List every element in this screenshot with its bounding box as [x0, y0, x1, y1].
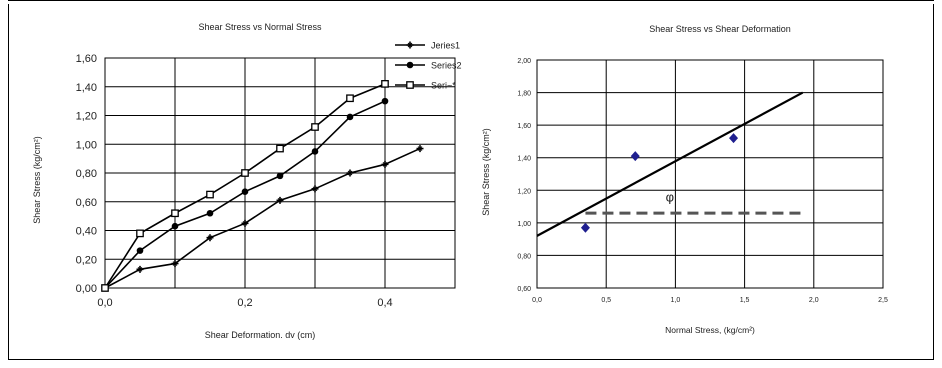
chart1-point: [311, 185, 319, 193]
chart1-point: [311, 123, 319, 131]
chart1-y-tick-label: 1,20: [76, 111, 97, 123]
chart2-phi-annotation: φ: [666, 190, 674, 205]
chart1-x-tick-label: 0,4: [377, 297, 392, 309]
chart1-point: [206, 209, 214, 217]
chart1-point: [276, 196, 284, 204]
chart2-y-tick-label: 0,60: [517, 286, 531, 293]
chart1-point: [346, 113, 354, 121]
chart2-data-point: [630, 151, 640, 162]
chart1-y-tick-label: 0,40: [76, 226, 97, 238]
chart2-gridlines: [536, 59, 884, 289]
chart2-y-tick-label: 2,00: [517, 58, 531, 65]
chart2-data-point: [580, 222, 590, 233]
chart1-point: [136, 247, 144, 254]
chart2-y-tick-label: 1,60: [517, 123, 531, 130]
chart2-y-tick-label: 1,20: [517, 188, 531, 195]
chart1-point: [381, 97, 389, 105]
chart1-y-tick-label: 0,20: [76, 254, 97, 266]
chart1-x-axis-label: Shear Deformation. dv (cm): [205, 330, 316, 340]
chart1-legend-label: Series2: [431, 61, 462, 71]
chart1-point: [101, 284, 109, 292]
chart1-point: [206, 234, 214, 242]
chart1-legend-label: Seri~*: [431, 81, 456, 91]
chart1-y-axis-label: Shear Stress (kg/cm²): [32, 136, 42, 224]
chart2-points: [580, 133, 739, 233]
chart1-y-tick-label: 0,00: [76, 283, 97, 295]
chart1-point: [171, 260, 179, 268]
chart1-point: [136, 229, 144, 238]
chart2-y-tick-label: 1,80: [517, 91, 531, 98]
chart2-x-tick-label: 0,5: [601, 297, 611, 304]
chart1-legend-marker: [406, 41, 414, 49]
chart1-point: [171, 222, 179, 230]
chart2-x-tick-label: 2,5: [878, 297, 888, 304]
chart2-y-tick-label: 1,00: [517, 221, 531, 228]
chart1-point: [381, 80, 389, 88]
chart1-point: [241, 188, 249, 195]
chart1-point: [241, 169, 249, 177]
chart2-lines: [536, 91, 804, 237]
chart2-y-tick-label: 0,80: [517, 253, 531, 260]
chart2-x-tick-label: 1,0: [671, 297, 681, 304]
chart1-point: [346, 169, 354, 177]
chart1-legend-marker: [406, 81, 414, 89]
chart1-point: [136, 265, 144, 273]
chart2-tick-labels: 0,60 0,80 1,00 1,20 1,40 1,60 1,80 2,00 0,0 0,5 1,…: [517, 58, 888, 304]
chart2-x-tick-label: 0,0: [532, 297, 542, 304]
chart2-y-tick-label: 1,40: [517, 156, 531, 163]
chart2-plot-area: [536, 59, 884, 289]
chart1-y-tick-label: 1,00: [76, 139, 97, 151]
chart1-point: [311, 148, 319, 155]
chart2-fit-line: [536, 91, 804, 237]
figure-frame: [8, 4, 934, 360]
chart1-y-tick-label: 1,40: [76, 82, 97, 94]
chart1-point: [241, 219, 249, 227]
chart2-title: Shear Stress vs Shear Deformation: [649, 24, 791, 34]
chart1-y-tick-label: 0,80: [76, 168, 97, 180]
chart2-y-axis-label: Shear Stress (kg/cm²): [481, 128, 491, 216]
chart1-series: [101, 80, 424, 292]
chart1-point: [381, 160, 389, 168]
chart2-data-point: [729, 133, 739, 144]
chart1-legend-marker: [406, 61, 414, 69]
chart1-point: [346, 94, 354, 103]
chart1-point: [171, 209, 179, 218]
chart1-point: [416, 145, 424, 153]
chart1-x-tick-label: 0,2: [237, 297, 252, 309]
chart1-legend-label: Jeries1: [431, 41, 460, 51]
chart1-legend: Jeries1 Series2 Seri~*: [395, 41, 462, 91]
chart1-point: [276, 172, 284, 180]
chart1-point: [276, 144, 284, 153]
chart1-x-tick-label: 0,0: [97, 297, 112, 309]
table-top-border: [8, 0, 934, 6]
chart2-x-tick-label: 1,5: [740, 297, 750, 304]
chart1-tick-labels: 0,00 0,20 0,40 0,60 0,80 1,00 1,20 1,40 1,60 0,0 0…: [76, 53, 393, 309]
chart1-y-tick-label: 1,60: [76, 53, 97, 65]
chart1-y-tick-label: 0,60: [76, 197, 97, 209]
chart1-point: [206, 190, 214, 199]
chart2-x-axis-label: Normal Stress, (kg/cm²): [665, 325, 755, 335]
chart1-title: Shear Stress vs Normal Stress: [198, 22, 322, 32]
chart1-series-line-1: [104, 147, 421, 289]
chart2-x-tick-label: 2,0: [809, 297, 819, 304]
